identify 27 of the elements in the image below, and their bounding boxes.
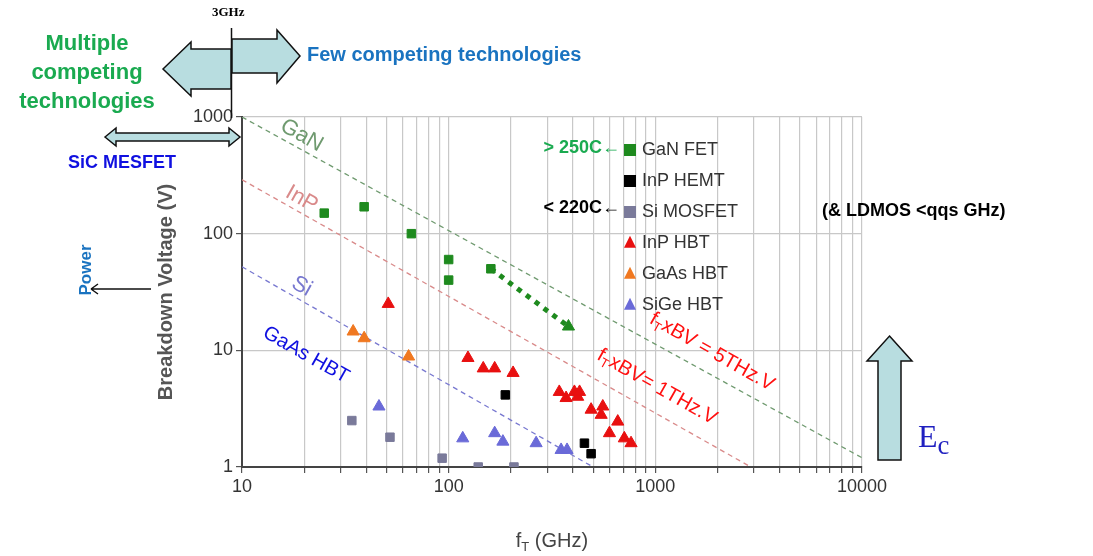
text: Si xyxy=(287,269,318,301)
text: Multiple competing technologies xyxy=(18,29,156,115)
legend-label: GaN FET xyxy=(641,138,718,159)
text: GaN xyxy=(276,112,329,157)
legend-label: GaAs HBT xyxy=(641,262,728,283)
x-tick-label: 10000 xyxy=(836,475,887,496)
annotation: GaAs HBT xyxy=(259,320,354,387)
x-tick-label: 10 xyxy=(231,475,253,496)
y-tick-label: 10 xyxy=(212,339,233,360)
text: InP xyxy=(281,178,323,217)
x-tick-label: 100 xyxy=(433,475,464,496)
text: Power xyxy=(75,244,96,296)
y-tick-label: 1 xyxy=(222,455,233,476)
legend-label: InP HEMT xyxy=(641,169,725,190)
text: 3GHz xyxy=(212,4,245,20)
y-axis-title: Breakdown Voltage (V) xyxy=(153,183,176,401)
legend-label: InP HBT xyxy=(641,231,710,252)
annotation: > 250C← xyxy=(543,137,620,158)
text: SiC MESFET xyxy=(67,151,177,174)
y-tick-label: 1000 xyxy=(192,105,233,126)
annotation: (& LDMOS <qqs GHz) xyxy=(822,200,1006,221)
text: Few competing technologies xyxy=(307,43,582,66)
legend-label: Si MOSFET xyxy=(641,200,738,221)
text: E$_{c}$ xyxy=(918,418,950,462)
y-tick-label: 100 xyxy=(202,222,233,243)
annotation: < 220C← xyxy=(543,197,620,218)
x-tick-label: 1000 xyxy=(635,475,676,496)
